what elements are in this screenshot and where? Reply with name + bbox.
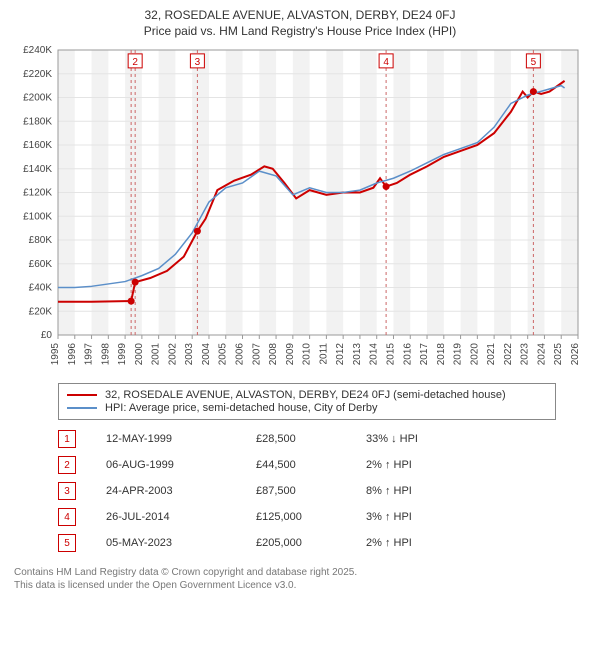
svg-text:£240K: £240K bbox=[23, 45, 52, 56]
svg-text:2022: 2022 bbox=[503, 343, 514, 366]
svg-text:2020: 2020 bbox=[469, 343, 480, 366]
footer-line2: This data is licensed under the Open Gov… bbox=[14, 579, 592, 592]
svg-text:4: 4 bbox=[383, 57, 389, 68]
title-line2: Price paid vs. HM Land Registry's House … bbox=[8, 24, 592, 40]
transaction-price: £28,500 bbox=[256, 433, 366, 445]
transaction-row: 1 12-MAY-1999£28,50033% ↓ HPI bbox=[58, 426, 538, 452]
svg-text:2002: 2002 bbox=[167, 343, 178, 366]
legend-entry: 32, ROSEDALE AVENUE, ALVASTON, DERBY, DE… bbox=[67, 389, 547, 401]
transaction-date: 05-MAY-2023 bbox=[106, 537, 256, 549]
legend-label: 32, ROSEDALE AVENUE, ALVASTON, DERBY, DE… bbox=[105, 389, 506, 401]
transaction-price: £87,500 bbox=[256, 485, 366, 497]
transaction-date: 24-APR-2003 bbox=[106, 485, 256, 497]
svg-text:2007: 2007 bbox=[251, 343, 262, 366]
footer-line1: Contains HM Land Registry data © Crown c… bbox=[14, 566, 592, 579]
chart-title: 32, ROSEDALE AVENUE, ALVASTON, DERBY, DE… bbox=[8, 8, 592, 39]
svg-text:2005: 2005 bbox=[218, 343, 229, 366]
svg-text:£80K: £80K bbox=[29, 235, 53, 246]
transaction-marker: 2 bbox=[58, 456, 76, 474]
svg-text:2017: 2017 bbox=[419, 343, 430, 366]
svg-text:£20K: £20K bbox=[29, 306, 53, 317]
svg-text:2004: 2004 bbox=[201, 343, 212, 366]
transaction-hpi-relative: 2% ↑ HPI bbox=[366, 459, 486, 471]
svg-text:1997: 1997 bbox=[84, 343, 95, 366]
svg-text:3: 3 bbox=[195, 57, 201, 68]
svg-text:2011: 2011 bbox=[318, 343, 329, 365]
legend-entry: HPI: Average price, semi-detached house,… bbox=[67, 402, 547, 414]
svg-text:£200K: £200K bbox=[23, 93, 52, 104]
svg-text:2001: 2001 bbox=[151, 343, 162, 366]
svg-text:2014: 2014 bbox=[369, 343, 380, 366]
transaction-date: 06-AUG-1999 bbox=[106, 459, 256, 471]
transaction-price: £205,000 bbox=[256, 537, 366, 549]
svg-text:1996: 1996 bbox=[67, 343, 78, 366]
svg-text:£160K: £160K bbox=[23, 140, 52, 151]
svg-text:£100K: £100K bbox=[23, 211, 52, 222]
svg-text:2026: 2026 bbox=[570, 343, 581, 366]
transaction-row: 5 05-MAY-2023£205,0002% ↑ HPI bbox=[58, 530, 538, 556]
chart-svg: £0 £20K £40K £60K £80K £100K £120K £140K £160K £1… bbox=[8, 45, 588, 375]
transaction-marker: 5 bbox=[58, 534, 76, 552]
transaction-marker: 1 bbox=[58, 430, 76, 448]
transaction-hpi-relative: 2% ↑ HPI bbox=[366, 537, 486, 549]
svg-text:£40K: £40K bbox=[29, 283, 53, 294]
svg-text:2003: 2003 bbox=[184, 343, 195, 366]
transaction-row: 2 06-AUG-1999£44,5002% ↑ HPI bbox=[58, 452, 538, 478]
transaction-date: 12-MAY-1999 bbox=[106, 433, 256, 445]
transaction-price: £44,500 bbox=[256, 459, 366, 471]
legend-label: HPI: Average price, semi-detached house,… bbox=[105, 402, 378, 414]
svg-text:2013: 2013 bbox=[352, 343, 363, 366]
svg-text:1998: 1998 bbox=[100, 343, 111, 366]
transaction-hpi-relative: 8% ↑ HPI bbox=[366, 485, 486, 497]
legend: 32, ROSEDALE AVENUE, ALVASTON, DERBY, DE… bbox=[58, 383, 556, 420]
svg-text:2010: 2010 bbox=[302, 343, 313, 366]
svg-text:£180K: £180K bbox=[23, 116, 52, 127]
transaction-hpi-relative: 3% ↑ HPI bbox=[366, 511, 486, 523]
svg-text:2006: 2006 bbox=[235, 343, 246, 366]
svg-text:2021: 2021 bbox=[486, 343, 497, 366]
transaction-row: 3 24-APR-2003£87,5008% ↑ HPI bbox=[58, 478, 538, 504]
svg-text:£140K: £140K bbox=[23, 164, 52, 175]
transaction-hpi-relative: 33% ↓ HPI bbox=[366, 433, 486, 445]
svg-text:2025: 2025 bbox=[553, 343, 564, 366]
svg-text:2: 2 bbox=[132, 57, 138, 68]
svg-text:2023: 2023 bbox=[520, 343, 531, 366]
svg-text:2015: 2015 bbox=[385, 343, 396, 366]
transaction-row: 4 26-JUL-2014£125,0003% ↑ HPI bbox=[58, 504, 538, 530]
svg-text:5: 5 bbox=[531, 57, 537, 68]
svg-text:2000: 2000 bbox=[134, 343, 145, 366]
svg-text:2016: 2016 bbox=[402, 343, 413, 366]
svg-text:1999: 1999 bbox=[117, 343, 128, 366]
transaction-marker: 4 bbox=[58, 508, 76, 526]
svg-text:£220K: £220K bbox=[23, 69, 52, 80]
title-line1: 32, ROSEDALE AVENUE, ALVASTON, DERBY, DE… bbox=[8, 8, 592, 24]
transaction-date: 26-JUL-2014 bbox=[106, 511, 256, 523]
svg-text:2008: 2008 bbox=[268, 343, 279, 366]
legend-swatch bbox=[67, 407, 97, 409]
price-chart: £0 £20K £40K £60K £80K £100K £120K £140K £160K £1… bbox=[8, 45, 592, 375]
footer-attribution: Contains HM Land Registry data © Crown c… bbox=[14, 566, 592, 592]
svg-text:2019: 2019 bbox=[453, 343, 464, 366]
transaction-marker: 3 bbox=[58, 482, 76, 500]
legend-swatch bbox=[67, 394, 97, 396]
svg-text:2018: 2018 bbox=[436, 343, 447, 366]
svg-text:2012: 2012 bbox=[335, 343, 346, 366]
svg-text:1995: 1995 bbox=[50, 343, 61, 366]
svg-text:2024: 2024 bbox=[536, 343, 547, 366]
svg-text:£0: £0 bbox=[41, 330, 53, 341]
transaction-price: £125,000 bbox=[256, 511, 366, 523]
svg-text:2009: 2009 bbox=[285, 343, 296, 366]
transaction-table: 1 12-MAY-1999£28,50033% ↓ HPI 2 06-AUG-1999… bbox=[58, 426, 538, 556]
svg-text:£120K: £120K bbox=[23, 188, 52, 199]
svg-text:£60K: £60K bbox=[29, 259, 53, 270]
